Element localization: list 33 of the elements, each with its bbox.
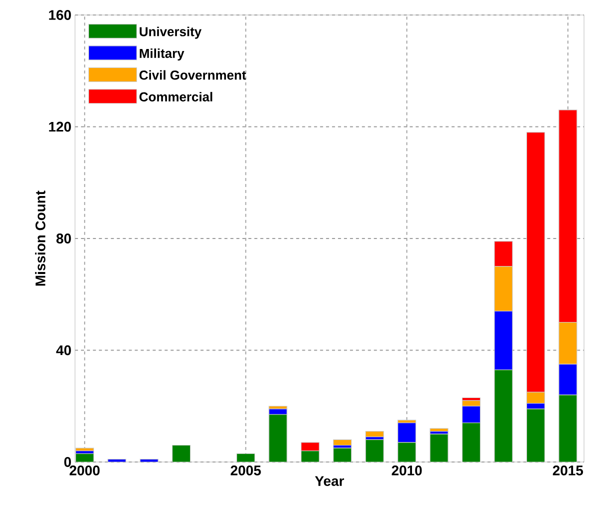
y-tick-label: 160 [49, 10, 71, 20]
bar [398, 422, 416, 443]
bar [268, 414, 288, 462]
x-tick-label: 2010 [392, 466, 422, 476]
bar [365, 439, 384, 462]
bar [172, 444, 191, 462]
bar [430, 428, 448, 432]
bar [558, 364, 578, 396]
bar [558, 394, 578, 462]
bar [430, 434, 448, 462]
bar [462, 422, 481, 462]
bar [462, 406, 481, 424]
x-tick-label: 2000 [70, 466, 100, 476]
bar [494, 310, 513, 370]
bar [333, 448, 352, 462]
y-tick-label: 40 [56, 345, 71, 356]
y-tick-label: 120 [49, 122, 71, 132]
bar [398, 442, 416, 462]
x-tick-label: 2005 [230, 466, 261, 476]
bar [300, 442, 320, 452]
legend-label: Commercial [139, 92, 212, 102]
x-tick-label: 2015 [552, 466, 584, 476]
y-axis-title: Mission Count [35, 190, 46, 286]
bar [494, 370, 513, 462]
legend-label: Civil Government [139, 70, 246, 80]
y-tick-label: 80 [56, 234, 71, 244]
legend-label: Military [140, 48, 184, 61]
bar [526, 408, 545, 462]
legend-label: University [140, 26, 202, 39]
bar [301, 450, 320, 462]
y-tick-label: 0 [64, 457, 71, 467]
x-axis-title: Year [315, 476, 344, 486]
bar [462, 400, 481, 406]
